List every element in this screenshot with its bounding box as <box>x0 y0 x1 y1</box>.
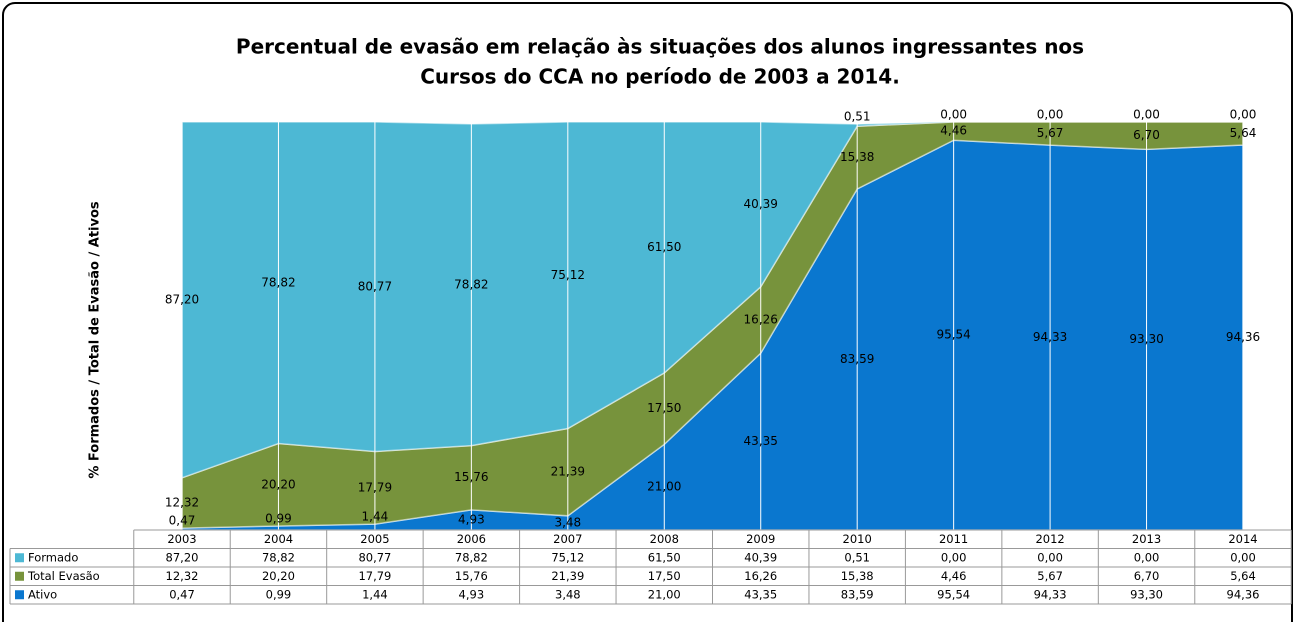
chart-subtitle: Cursos do CCA no período de 2003 a 2014. <box>420 65 900 89</box>
x-tick-label: 2009 <box>746 532 775 546</box>
table-cell: 0,99 <box>266 587 292 601</box>
data-label: 0,00 <box>1133 108 1160 122</box>
data-label: 17,79 <box>358 480 392 494</box>
table-cell: 3,48 <box>555 587 581 601</box>
table-cell: 6,70 <box>1134 569 1160 583</box>
x-tick-label: 2011 <box>939 532 968 546</box>
legend-label: Total Evasão <box>27 569 100 583</box>
table-cell: 5,64 <box>1230 569 1256 583</box>
table-cell: 4,46 <box>941 569 967 583</box>
legend-label: Ativo <box>28 587 57 601</box>
data-label: 16,26 <box>744 312 778 326</box>
table-cell: 16,26 <box>744 569 777 583</box>
data-label: 80,77 <box>358 279 392 293</box>
x-tick-label: 2007 <box>553 532 582 546</box>
table-cell: 1,44 <box>362 587 388 601</box>
table-cell: 75,12 <box>551 550 584 564</box>
area <box>181 121 1243 479</box>
data-label: 1,44 <box>362 510 389 524</box>
table-cell: 0,51 <box>844 550 870 564</box>
table-cell: 95,54 <box>937 587 970 601</box>
x-tick-label: 2013 <box>1132 532 1161 546</box>
x-tick-label: 2004 <box>264 532 293 546</box>
data-label: 78,82 <box>454 277 488 291</box>
table-cell: 93,30 <box>1130 587 1163 601</box>
legend-label: Formado <box>28 550 78 564</box>
table-cell: 61,50 <box>648 550 681 564</box>
data-label: 0,99 <box>265 511 292 525</box>
data-label: 5,64 <box>1230 126 1257 140</box>
data-label: 40,39 <box>744 197 778 211</box>
data-label: 94,33 <box>1033 330 1067 344</box>
data-label: 75,12 <box>551 268 585 282</box>
data-label: 17,50 <box>647 401 681 415</box>
legend-key <box>15 571 24 581</box>
data-label: 0,00 <box>940 108 967 122</box>
x-tick-label: 2012 <box>1035 532 1064 546</box>
data-label: 15,76 <box>454 470 488 484</box>
data-label: 4,93 <box>458 512 485 526</box>
data-label: 43,35 <box>744 434 778 448</box>
table-cell: 0,00 <box>1037 550 1063 564</box>
table-cell: 80,77 <box>358 550 391 564</box>
data-label: 95,54 <box>936 328 970 342</box>
x-tick-label: 2006 <box>457 532 486 546</box>
legend-key <box>15 553 24 563</box>
table-cell: 20,20 <box>262 569 295 583</box>
data-label: 94,36 <box>1226 330 1260 344</box>
table-cell: 94,36 <box>1227 587 1260 601</box>
x-tick-label: 2014 <box>1228 532 1257 546</box>
y-axis-label: % Formados / Total de Evasão / Ativos <box>88 201 103 479</box>
data-label: 6,70 <box>1133 128 1160 142</box>
data-label: 83,59 <box>840 352 874 366</box>
table-cell: 0,00 <box>1230 550 1256 564</box>
data-label: 87,20 <box>165 292 199 306</box>
table-cell: 83,59 <box>841 587 874 601</box>
table-cell: 17,79 <box>358 569 391 583</box>
x-tick-label: 2010 <box>843 532 872 546</box>
table-cell: 17,50 <box>648 569 681 583</box>
data-label: 12,32 <box>165 495 199 509</box>
chart-title: Percentual de evasão em relação às situa… <box>236 35 1084 59</box>
table-cell: 0,00 <box>1134 550 1160 564</box>
data-label: 4,46 <box>940 124 967 138</box>
table-cell: 87,20 <box>166 550 199 564</box>
table-cell: 12,32 <box>166 569 199 583</box>
data-label: 78,82 <box>261 275 295 289</box>
table-cell: 94,33 <box>1034 587 1067 601</box>
table-cell: 0,00 <box>941 550 967 564</box>
data-label: 21,00 <box>647 480 681 494</box>
table-cell: 15,38 <box>841 569 874 583</box>
data-label: 5,67 <box>1037 126 1064 140</box>
legend-key <box>15 590 24 600</box>
data-label: 0,00 <box>1230 108 1257 122</box>
x-tick-label: 2005 <box>360 532 389 546</box>
table-cell: 5,67 <box>1037 569 1063 583</box>
data-label: 0,51 <box>844 110 871 124</box>
table-cell: 43,35 <box>744 587 777 601</box>
data-label: 0,47 <box>169 514 196 528</box>
table-cell: 21,00 <box>648 587 681 601</box>
x-tick-label: 2003 <box>167 532 196 546</box>
table-cell: 21,39 <box>551 569 584 583</box>
table-cell: 0,47 <box>169 587 195 601</box>
data-label: 20,20 <box>261 477 295 491</box>
data-label: 61,50 <box>647 240 681 254</box>
data-label: 93,30 <box>1129 332 1163 346</box>
table-cell: 78,82 <box>455 550 488 564</box>
data-label: 3,48 <box>554 515 581 529</box>
table-cell: 78,82 <box>262 550 295 564</box>
data-label: 0,00 <box>1037 108 1064 122</box>
x-tick-label: 2008 <box>650 532 679 546</box>
table-cell: 4,93 <box>459 587 485 601</box>
data-label: 15,38 <box>840 150 874 164</box>
table-cell: 15,76 <box>455 569 488 583</box>
table-cell: 40,39 <box>744 550 777 564</box>
data-label: 21,39 <box>551 465 585 479</box>
